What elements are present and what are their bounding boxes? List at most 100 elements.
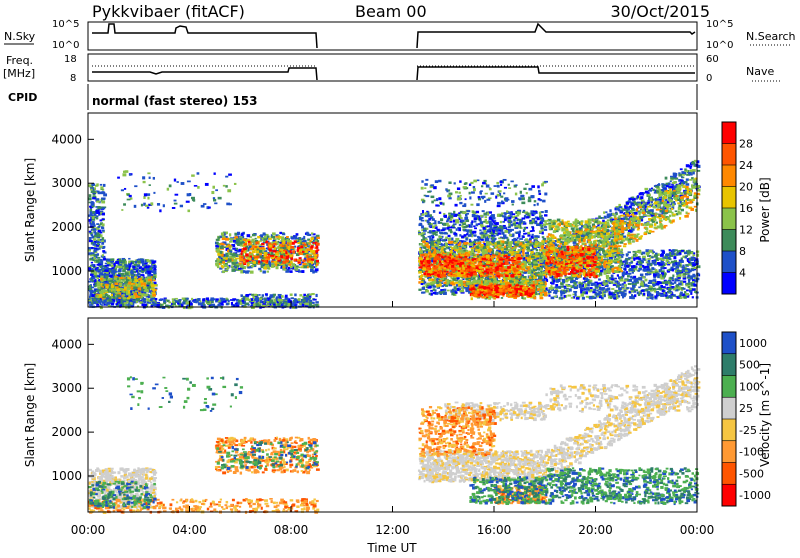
rti-cell [174, 297, 178, 300]
rti-cell [146, 259, 149, 263]
rti-cell [499, 220, 502, 224]
rti-cell [102, 301, 106, 304]
rti-cell [89, 254, 94, 257]
rti-cell [662, 286, 666, 289]
rti-cell [122, 170, 126, 173]
rti-cell [677, 264, 682, 267]
rti-cell [689, 251, 693, 255]
rti-cell [616, 284, 620, 288]
rti-cell [93, 281, 97, 284]
rti-cell [97, 270, 100, 272]
rti-cell [596, 292, 601, 296]
rti-cell [579, 287, 583, 290]
rti-cell [162, 204, 165, 208]
rti-cell [536, 217, 540, 221]
rti-cell [455, 237, 460, 241]
rti-cell [607, 279, 611, 282]
rti-cell [108, 258, 111, 262]
rti-cell [104, 262, 108, 265]
rti-cell [523, 226, 526, 230]
rti-cell [510, 228, 514, 231]
rti-cell [582, 281, 586, 284]
rti-cell [680, 291, 683, 295]
rti-cell [185, 301, 189, 305]
rti-cell [466, 210, 471, 213]
rti-cell [226, 258, 230, 261]
rti-cell [438, 221, 443, 224]
rti-cell [435, 253, 438, 257]
rti-cell [213, 198, 217, 202]
rti-cell [138, 266, 143, 270]
rti-cell [307, 297, 310, 299]
rti-cell [628, 278, 633, 282]
rti-cell [128, 268, 133, 272]
rti-cell [460, 266, 463, 269]
rti-cell [159, 303, 163, 307]
rti-cell [623, 264, 626, 268]
rti-cell [637, 258, 641, 260]
rti-cell [543, 226, 548, 228]
rti-cell [687, 274, 691, 278]
rti-cell [433, 246, 438, 250]
rti-cell [315, 293, 318, 298]
rti-cell [633, 268, 637, 271]
rti-cell [437, 242, 442, 245]
rti-cell [180, 303, 184, 307]
rti-cell [505, 198, 510, 201]
rti-cell [226, 298, 229, 302]
rti-cell [99, 211, 103, 215]
rti-cell [516, 225, 520, 229]
rti-cell [601, 296, 604, 300]
rti-cell [591, 282, 595, 285]
rti-cell [228, 173, 232, 176]
rti-cell [442, 222, 447, 226]
rti-cell [235, 302, 239, 305]
rti-cell [468, 229, 473, 232]
rti-cell [668, 295, 672, 298]
rti-cell [118, 265, 123, 269]
rti-cell [439, 202, 443, 205]
rti-cell [125, 304, 129, 307]
rti-cell [621, 283, 625, 286]
rti-cell [310, 232, 314, 235]
rti-cell [168, 301, 172, 304]
rti-cell [299, 294, 303, 297]
rti-cell [420, 219, 425, 222]
rti-cell [638, 262, 643, 265]
rti-cell [641, 251, 646, 255]
rti-cell [461, 219, 464, 223]
rti-cell [450, 237, 454, 241]
rti-cell [107, 281, 110, 285]
rti-cell [584, 279, 588, 281]
rti-cell [673, 267, 678, 270]
rti-cell [248, 259, 252, 263]
rti-cell [143, 303, 148, 307]
rti-cell [430, 223, 433, 226]
rti-cell [473, 217, 477, 221]
rti-cell [472, 212, 476, 215]
rti-cell [477, 240, 480, 244]
rti-cell [255, 302, 259, 306]
rti-cell [647, 272, 651, 276]
rti-cell [512, 223, 516, 226]
rti-cell [266, 235, 270, 238]
rti-cell [136, 259, 139, 263]
rti-cell [266, 236, 269, 240]
rti-cell [172, 302, 177, 306]
rti-cell [106, 261, 111, 265]
rti-cell [171, 298, 175, 301]
rti-cell [123, 278, 127, 281]
rti-cell [92, 242, 97, 246]
rti-cell [531, 273, 534, 277]
rti-cell [610, 297, 613, 299]
rti-cell [140, 270, 145, 273]
rti-cell [643, 266, 647, 269]
rti-cell [230, 299, 233, 301]
rti-cell [143, 291, 147, 295]
rti-cell [541, 236, 545, 239]
rti-cell [96, 233, 101, 237]
rti-cell [475, 214, 479, 217]
rti-cell [435, 204, 439, 207]
rti-cell [625, 264, 630, 268]
rti-cell [495, 260, 500, 263]
